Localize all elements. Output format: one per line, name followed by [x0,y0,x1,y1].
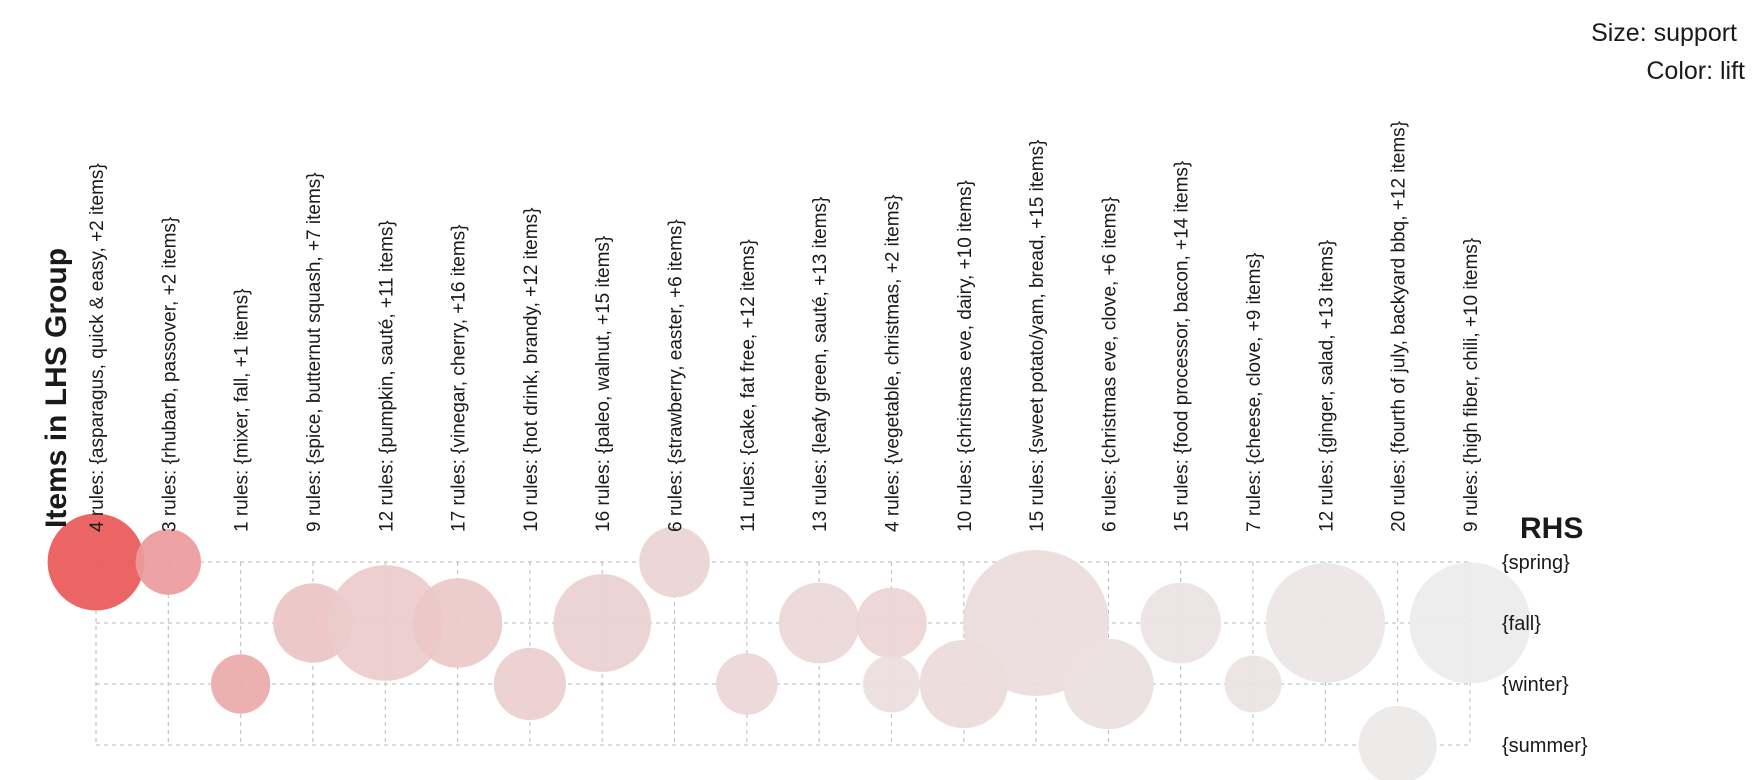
lhs-group-label: 6 rules: {strawberry, easter, +6 items} [666,219,687,532]
rhs-label: {winter} [1502,674,1569,696]
rule-bubble [1224,655,1282,713]
rule-bubble [1140,582,1222,664]
rhs-labels: {spring} {fall} {winter} {summer} [1502,552,1588,757]
lhs-group-label: 1 rules: {mixer, fall, +1 items} [232,289,253,532]
rule-bubble [135,529,202,595]
lhs-group-label: 16 rules: {paleo, walnut, +15 items} [593,236,614,532]
rule-bubble [553,574,652,672]
rule-bubble [47,513,145,611]
lhs-group-label: 12 rules: {ginger, salad, +13 items} [1316,240,1337,532]
rule-bubble [778,582,860,664]
rule-bubble [1265,563,1386,683]
rule-bubble [1358,706,1437,780]
lhs-group-label: 3 rules: {rhubarb, passover, +2 items} [159,217,180,532]
rule-bubble [716,653,778,715]
rule-bubble [862,655,920,713]
rhs-label: {spring} [1502,552,1570,574]
lhs-group-label: 17 rules: {vinegar, cherry, +16 items} [449,224,470,532]
lhs-group-label: 15 rules: {sweet potato/yam, bread, +15 … [1027,140,1048,532]
rule-bubble [1409,562,1531,684]
lhs-group-label: 4 rules: {asparagus, quick & easy, +2 it… [87,163,108,532]
rhs-label: {fall} [1502,613,1541,635]
lhs-group-label: 11 rules: {cake, fat free, +12 items} [738,239,759,532]
y-axis-title: RHS [1520,512,1583,545]
lhs-group-label: 10 rules: {christmas eve, dairy, +10 ite… [955,180,976,532]
lhs-group-label: 9 rules: {spice, butternut squash, +7 it… [304,172,325,532]
lhs-group-label: 7 rules: {cheese, clove, +9 items} [1244,253,1265,532]
lhs-group-label: 6 rules: {christmas eve, clove, +6 items… [1099,197,1120,532]
lhs-group-label: 10 rules: {hot drink, brandy, +12 items} [521,208,542,532]
lhs-group-label: 4 rules: {vegetable, christmas, +2 items… [882,195,903,532]
legend-color-label: Color: lift [1646,57,1745,85]
lhs-group-labels: 4 rules: {asparagus, quick & easy, +2 it… [87,121,1482,532]
lhs-group-label: 9 rules: {high fiber, chili, +10 items} [1461,238,1482,532]
rule-bubble [211,654,271,714]
lhs-group-label: 13 rules: {leafy green, sauté, +13 items… [810,197,831,532]
rule-bubble [327,565,444,681]
bubble-layer [47,513,1531,780]
legend-size-label: Size: support [1591,19,1737,47]
lhs-group-label: 15 rules: {food processor, bacon, +14 it… [1172,161,1193,532]
rhs-label: {summer} [1502,735,1588,757]
x-axis-title: Items in LHS Group [40,248,73,528]
rule-bubble [1063,638,1154,730]
lhs-group-label: 20 rules: {fourth of july, backyard bbq,… [1389,121,1410,532]
rule-bubble [639,526,710,598]
lhs-group-label: 12 rules: {pumpkin, sauté, +11 items} [376,220,397,532]
rule-bubble [412,578,503,668]
rule-bubble [493,647,566,721]
rule-bubble [856,587,927,659]
